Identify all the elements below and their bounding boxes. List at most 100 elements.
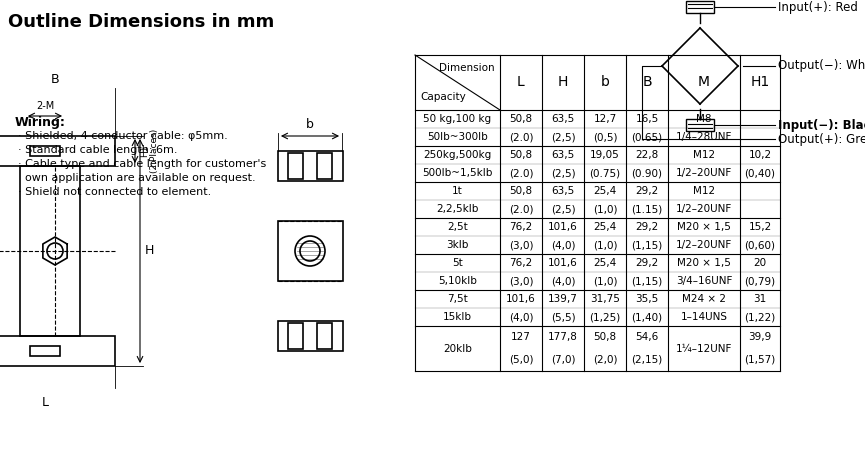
Text: 50,8: 50,8 (593, 332, 617, 342)
Text: 29,2: 29,2 (636, 258, 658, 268)
Text: 1t: 1t (452, 186, 463, 196)
Text: 101,6: 101,6 (548, 222, 578, 232)
Text: · Cable type and cable length for customer's: · Cable type and cable length for custom… (18, 159, 266, 169)
Text: L: L (517, 75, 525, 89)
Text: (1,25): (1,25) (589, 312, 620, 322)
Text: H1
(2 Places): H1 (2 Places) (140, 129, 159, 173)
Text: 63,5: 63,5 (551, 150, 574, 160)
Text: (0.90): (0.90) (631, 168, 663, 178)
Text: (0.75): (0.75) (589, 168, 620, 178)
Text: Input(−): Black: Input(−): Black (778, 119, 865, 131)
Text: 3klb: 3klb (446, 240, 469, 250)
Text: 50,8: 50,8 (509, 150, 533, 160)
Bar (686, 119, 714, 131)
Text: (2.0): (2.0) (509, 204, 533, 214)
Text: 12,7: 12,7 (593, 114, 617, 124)
Text: (0,40): (0,40) (745, 168, 776, 178)
Text: M12: M12 (693, 150, 715, 160)
Text: (1,22): (1,22) (745, 312, 776, 322)
Bar (278, 151, 343, 181)
Text: 19,05: 19,05 (590, 150, 620, 160)
Bar (317, 323, 332, 349)
Text: 1¼–12UNF: 1¼–12UNF (676, 343, 732, 354)
Text: M: M (698, 75, 710, 89)
Text: 31,75: 31,75 (590, 294, 620, 304)
Text: 5,10klb: 5,10klb (438, 276, 477, 286)
Text: 3/4–16UNF: 3/4–16UNF (676, 276, 732, 286)
Bar (686, 1, 714, 13)
Text: 127: 127 (511, 332, 531, 342)
Text: 39,9: 39,9 (748, 332, 772, 342)
Text: Wiring:: Wiring: (15, 116, 66, 129)
Text: 50lb~300lb: 50lb~300lb (427, 132, 488, 142)
Text: 1/2–20UNF: 1/2–20UNF (676, 204, 732, 214)
Text: 16,5: 16,5 (636, 114, 658, 124)
Text: 20: 20 (753, 258, 766, 268)
Text: 5t: 5t (452, 258, 463, 268)
Text: own application are available on request.: own application are available on request… (18, 173, 256, 183)
Text: M24 × 2: M24 × 2 (682, 294, 726, 304)
Text: 35,5: 35,5 (636, 294, 658, 304)
Text: (2,5): (2,5) (551, 132, 575, 142)
Text: 29,2: 29,2 (636, 186, 658, 196)
Text: (1,15): (1,15) (631, 276, 663, 286)
Text: (1,0): (1,0) (593, 276, 618, 286)
Text: Output(−): White: Output(−): White (778, 59, 865, 73)
Text: Capacity: Capacity (420, 92, 465, 102)
Bar (278, 221, 343, 281)
Bar (278, 321, 343, 351)
Text: 76,2: 76,2 (509, 258, 533, 268)
Text: (1.15): (1.15) (631, 204, 663, 214)
Text: M20 × 1,5: M20 × 1,5 (677, 222, 731, 232)
Text: 20klb: 20klb (443, 343, 472, 354)
Text: B: B (51, 73, 60, 86)
Text: (0,79): (0,79) (745, 276, 776, 286)
Bar (20, 166, 80, 336)
Text: 25,4: 25,4 (593, 258, 617, 268)
Text: H: H (145, 244, 154, 258)
Text: 1/4–28UNF: 1/4–28UNF (676, 132, 732, 142)
Text: (2,15): (2,15) (631, 355, 663, 365)
Text: 63,5: 63,5 (551, 186, 574, 196)
Bar (0, 336, 115, 366)
Text: 2,2,5klb: 2,2,5klb (436, 204, 478, 214)
Text: 101,6: 101,6 (548, 258, 578, 268)
Text: (4,0): (4,0) (551, 240, 575, 250)
Text: (1,0): (1,0) (593, 204, 618, 214)
Text: (3,0): (3,0) (509, 276, 533, 286)
Text: (2.0): (2.0) (509, 168, 533, 178)
Text: 29,2: 29,2 (636, 222, 658, 232)
Text: Outline Dimensions in mm: Outline Dimensions in mm (8, 13, 274, 31)
Text: (2,5): (2,5) (551, 168, 575, 178)
Text: · Standard cable length: 6m.: · Standard cable length: 6m. (18, 145, 177, 155)
Text: 25,4: 25,4 (593, 186, 617, 196)
Bar (288, 323, 303, 349)
Text: · Shield not connected to element.: · Shield not connected to element. (18, 187, 211, 197)
Text: (5,5): (5,5) (551, 312, 575, 322)
Text: (2,5): (2,5) (551, 204, 575, 214)
Text: (1,15): (1,15) (631, 240, 663, 250)
Text: H1: H1 (750, 75, 770, 89)
Text: 500lb~1,5klb: 500lb~1,5klb (422, 168, 493, 178)
Text: 15,2: 15,2 (748, 222, 772, 232)
Text: b: b (306, 118, 314, 131)
Text: 101,6: 101,6 (506, 294, 536, 304)
Text: 50,8: 50,8 (509, 114, 533, 124)
Text: M20 × 1,5: M20 × 1,5 (677, 258, 731, 268)
Text: 22,8: 22,8 (636, 150, 658, 160)
Text: 10,2: 10,2 (748, 150, 772, 160)
Text: · Shielded, 4 conductor cable: φ5mm.: · Shielded, 4 conductor cable: φ5mm. (18, 131, 227, 141)
Text: 15klb: 15klb (443, 312, 472, 322)
Text: (7,0): (7,0) (551, 355, 575, 365)
Text: 1/2–20UNF: 1/2–20UNF (676, 168, 732, 178)
Text: 1/2–20UNF: 1/2–20UNF (676, 240, 732, 250)
Text: (2,0): (2,0) (593, 355, 618, 365)
Text: Input(+): Red: Input(+): Red (778, 0, 858, 14)
Text: L: L (42, 396, 48, 409)
Text: 250kg,500kg: 250kg,500kg (423, 150, 491, 160)
Text: 54,6: 54,6 (636, 332, 658, 342)
Text: (1,57): (1,57) (745, 355, 776, 365)
Text: M12: M12 (693, 186, 715, 196)
Text: 76,2: 76,2 (509, 222, 533, 232)
Text: (0.65): (0.65) (631, 132, 663, 142)
